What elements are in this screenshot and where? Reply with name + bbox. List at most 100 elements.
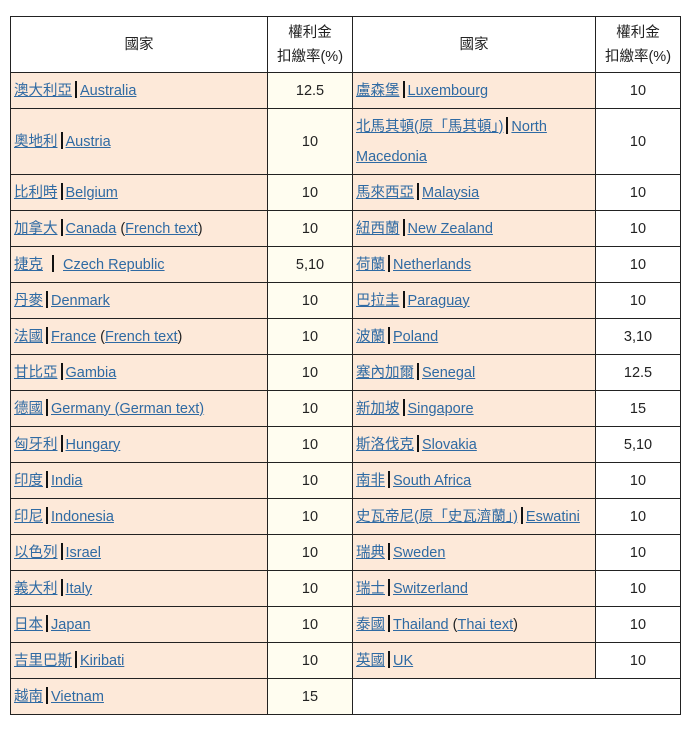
country-cn-link[interactable]: 法國 <box>14 328 43 345</box>
table-row: 印度 India 10 南非 South Africa 10 <box>10 462 681 499</box>
country-cn-link[interactable]: 荷蘭 <box>356 256 385 273</box>
country-cn-link[interactable]: 南非 <box>356 472 385 489</box>
separator <box>60 362 63 380</box>
country-en-link[interactable]: Paraguay <box>407 292 470 309</box>
country-en-link[interactable]: Kiribati <box>80 652 125 669</box>
country-en-link[interactable]: Slovakia <box>422 436 477 453</box>
country-en-link[interactable]: Singapore <box>407 400 474 417</box>
country-en-link[interactable]: Gambia <box>65 364 117 381</box>
country-en-link[interactable]: Netherlands <box>393 256 472 273</box>
country-en-link[interactable]: Austria <box>65 133 111 150</box>
country-cn-link[interactable]: 巴拉圭 <box>356 292 400 309</box>
country-cell: 捷克 Czech Republic <box>10 246 268 283</box>
country-en-link[interactable]: Italy <box>65 580 93 597</box>
separator <box>402 290 405 308</box>
country-cn-link[interactable]: 瑞典 <box>356 544 385 561</box>
country-en-link[interactable]: Malaysia <box>422 184 480 201</box>
country-cn-link[interactable]: 比利時 <box>14 184 58 201</box>
rate-value: 10 <box>267 534 353 571</box>
rate-value: 10 <box>595 174 681 211</box>
country-cn-link[interactable]: 印尼 <box>14 508 43 525</box>
rate-value: 10 <box>267 570 353 607</box>
language-text-link[interactable]: French text <box>105 328 178 345</box>
country-en-link[interactable]: Belgium <box>65 184 118 201</box>
country-en-link[interactable]: Canada <box>65 220 117 237</box>
country-en-link[interactable]: Hungary <box>65 436 121 453</box>
country-cn-link[interactable]: 斯洛伐克 <box>356 436 414 453</box>
country-cn-link[interactable]: 德國 <box>14 400 43 417</box>
country-cn-link[interactable]: 日本 <box>14 616 43 633</box>
country-cn-link[interactable]: 塞內加爾 <box>356 364 414 381</box>
country-cn-link[interactable]: 甘比亞 <box>14 364 58 381</box>
country-en-link[interactable]: Vietnam <box>51 688 104 705</box>
country-en-link[interactable]: Switzerland <box>393 580 468 597</box>
language-text-link[interactable]: French text <box>125 220 198 237</box>
separator <box>60 542 63 560</box>
header-rate-line1: 權利金 <box>288 24 332 41</box>
country-cn-link[interactable]: 馬來西亞 <box>356 184 414 201</box>
country-cell: 印度 India <box>10 462 268 499</box>
country-cn-link[interactable]: 加拿大 <box>14 220 58 237</box>
country-cell: 甘比亞 Gambia <box>10 354 268 391</box>
country-cn-link[interactable]: 奧地利 <box>14 133 58 150</box>
language-text-link[interactable]: Thai text <box>457 616 514 633</box>
country-cn-link[interactable]: 印度 <box>14 472 43 489</box>
country-en-link[interactable]: North Macedonia <box>356 118 547 165</box>
country-cn-link[interactable]: 盧森堡 <box>356 82 400 99</box>
separator <box>46 614 48 632</box>
country-cn-link[interactable]: 紐西蘭 <box>356 220 400 237</box>
country-en-link[interactable]: India <box>51 472 83 489</box>
header-rate-line2: 扣繳率(%) <box>604 48 672 65</box>
country-en-link[interactable]: Australia <box>80 82 137 99</box>
country-en-link[interactable]: Thailand <box>393 616 449 633</box>
country-en-link[interactable]: Poland <box>393 328 439 345</box>
country-cell: 新加坡 Singapore <box>352 390 596 427</box>
country-en-link[interactable]: Indonesia <box>51 508 114 525</box>
country-cn-link[interactable]: 吉里巴斯 <box>14 652 72 669</box>
country-cell: 日本 Japan <box>10 606 268 643</box>
separator <box>46 326 48 344</box>
rate-value: 10 <box>267 390 353 427</box>
country-cn-link[interactable]: 史瓦帝尼(原「史瓦濟蘭」) <box>356 508 518 525</box>
country-cell: 澳大利亞 Australia <box>10 72 268 109</box>
country-cn-link[interactable]: 新加坡 <box>356 400 400 417</box>
table-row: 義大利 Italy 10 瑞士 Switzerland 10 <box>10 570 681 607</box>
table-row: 印尼 Indonesia 10 史瓦帝尼(原「史瓦濟蘭」) Eswatini 10 <box>10 498 681 535</box>
country-en-link[interactable]: Denmark <box>51 292 110 309</box>
country-cn-link[interactable]: 越南 <box>14 688 43 705</box>
country-en-link[interactable]: New Zealand <box>407 220 493 237</box>
separator <box>46 398 48 416</box>
country-cell: 德國 Germany (German text) <box>10 390 268 427</box>
country-cn-link[interactable]: 瑞士 <box>356 580 385 597</box>
country-en-link[interactable]: UK <box>393 652 414 669</box>
country-cn-link[interactable]: 匈牙利 <box>14 436 58 453</box>
country-en-link[interactable]: Germany (German text) <box>51 400 205 417</box>
country-en-link[interactable]: Luxembourg <box>407 82 489 99</box>
country-cn-link[interactable]: 北馬其頓(原「馬其頓」) <box>356 118 504 135</box>
country-en-link[interactable]: Eswatini <box>525 508 580 525</box>
country-en-link[interactable]: Czech Republic <box>63 256 165 273</box>
rate-value: 10 <box>267 318 353 355</box>
rate-value: 10 <box>267 108 353 175</box>
country-cn-link[interactable]: 英國 <box>356 652 385 669</box>
country-cn-link[interactable]: 捷克 <box>14 256 43 273</box>
country-cn-link[interactable]: 義大利 <box>14 580 58 597</box>
separator <box>46 470 48 488</box>
table-row: 日本 Japan 10 泰國 Thailand (Thai text) 10 <box>10 606 681 643</box>
royalty-rate-table: 國家 權利金 扣繳率(%) 國家 權利金 扣繳率(%) 澳大利亞 Australia 1… <box>10 16 681 715</box>
country-en-link[interactable]: Japan <box>51 616 91 633</box>
separator <box>46 506 48 524</box>
country-en-link[interactable]: Israel <box>65 544 101 561</box>
country-cn-link[interactable]: 澳大利亞 <box>14 82 72 99</box>
country-cn-link[interactable]: 丹麥 <box>14 292 43 309</box>
country-en-link[interactable]: France <box>51 328 97 345</box>
rate-value: 10 <box>595 246 681 283</box>
country-cn-link[interactable]: 以色列 <box>14 544 58 561</box>
separator <box>60 182 63 200</box>
rate-value: 10 <box>267 354 353 391</box>
country-en-link[interactable]: Senegal <box>422 364 476 381</box>
country-cn-link[interactable]: 泰國 <box>356 616 385 633</box>
country-en-link[interactable]: South Africa <box>393 472 472 489</box>
country-cn-link[interactable]: 波蘭 <box>356 328 385 345</box>
country-en-link[interactable]: Sweden <box>393 544 446 561</box>
